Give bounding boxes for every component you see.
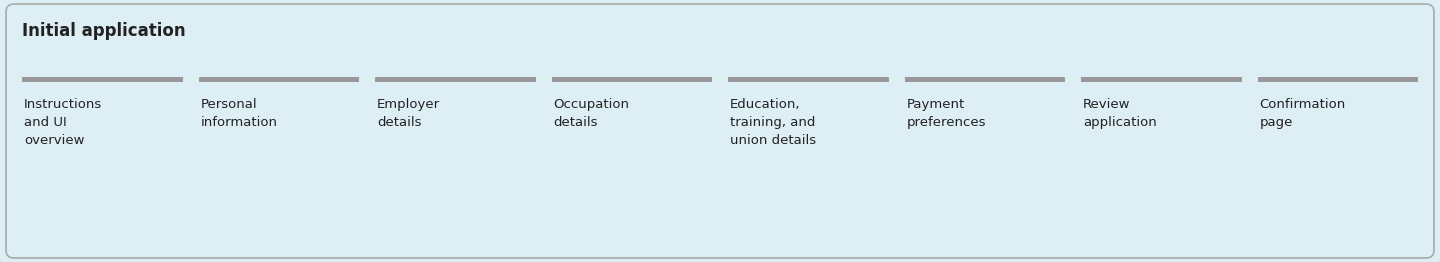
Text: Education,
training, and
union details: Education, training, and union details bbox=[730, 98, 816, 147]
Bar bbox=[1257, 77, 1418, 82]
Text: Initial application: Initial application bbox=[22, 22, 186, 40]
Text: Personal
information: Personal information bbox=[200, 98, 278, 129]
Text: Occupation
details: Occupation details bbox=[553, 98, 629, 129]
Text: Employer
details: Employer details bbox=[377, 98, 441, 129]
Text: Review
application: Review application bbox=[1083, 98, 1156, 129]
FancyBboxPatch shape bbox=[6, 4, 1434, 258]
Bar bbox=[1081, 77, 1241, 82]
Bar bbox=[552, 77, 711, 82]
Text: Instructions
and UI
overview: Instructions and UI overview bbox=[24, 98, 102, 147]
Bar bbox=[729, 77, 888, 82]
Bar bbox=[22, 77, 183, 82]
Text: Payment
preferences: Payment preferences bbox=[907, 98, 986, 129]
Bar bbox=[374, 77, 536, 82]
Bar bbox=[904, 77, 1066, 82]
Bar bbox=[199, 77, 359, 82]
Text: Confirmation
page: Confirmation page bbox=[1260, 98, 1346, 129]
